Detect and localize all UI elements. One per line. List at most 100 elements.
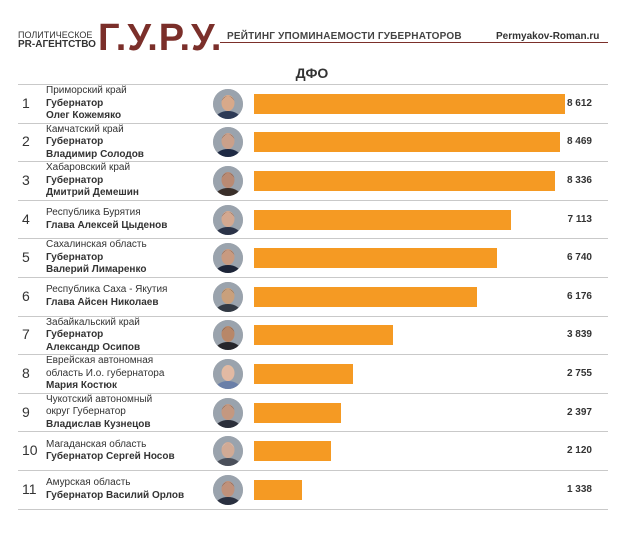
portrait-body xyxy=(215,110,241,119)
value-bar xyxy=(254,248,498,269)
governor-photo xyxy=(213,397,243,428)
region-name: Магаданская область xyxy=(46,438,147,450)
value-label: 2 397 xyxy=(566,406,592,418)
value-label: 2 120 xyxy=(566,445,592,457)
ranking-row: 3 Хабаровский край Губернатор Дмитрий Демеш… xyxy=(18,162,608,201)
guru-logo: Г.У.Р.У. xyxy=(98,17,223,59)
portrait-hair xyxy=(221,481,235,487)
portrait-body xyxy=(215,458,241,467)
governor-title-line: Губернатор xyxy=(46,329,104,341)
governor-title-line: Глава Айсен Николаев xyxy=(46,296,159,308)
region-name: Забайкальский край xyxy=(46,316,140,328)
value-bar xyxy=(254,402,341,423)
governor-title-line: Александр Осипов xyxy=(46,341,141,353)
region-name: Республика Бурятия xyxy=(46,207,141,219)
governor-info: Еврейская автономная область И.о. губерна… xyxy=(46,355,216,393)
ranking-row: 6 Республика Саха - Якутия Глава Айсен Ник… xyxy=(18,278,608,317)
value-label: 8 336 xyxy=(566,174,592,186)
governor-title-line: округ Губернатор xyxy=(46,406,126,418)
portrait-icon xyxy=(213,204,243,235)
rank-number: 4 xyxy=(22,210,30,227)
portrait-head xyxy=(221,403,235,420)
portrait-body xyxy=(215,342,241,351)
portrait-icon xyxy=(213,397,243,428)
ranking-row: 7 Забайкальский край Губернатор Александр О… xyxy=(18,317,608,356)
value-label: 7 113 xyxy=(567,213,592,225)
governor-photo xyxy=(213,243,243,274)
ranking-row: 1 Приморский край Губернатор Олег Кожемяко 8… xyxy=(18,85,608,124)
governor-title-line: область И.о. губернатора xyxy=(46,367,165,379)
value-bar xyxy=(254,441,331,462)
agency-label: ПОЛИТИЧЕСКОЕ PR-АГЕНТСТВО xyxy=(18,30,96,50)
portrait-hair xyxy=(221,250,235,256)
ranking-row: 9 Чукотский автономный округ Губернатор Вла… xyxy=(18,394,608,433)
value-bar xyxy=(254,132,560,153)
portrait-hair xyxy=(221,443,235,449)
ranking-row: 5 Сахалинская область Губернатор Валерий Ли… xyxy=(18,239,608,278)
site-link[interactable]: Permyakov-Roman.ru xyxy=(496,31,600,42)
governor-title-line: Дмитрий Демешин xyxy=(46,187,139,199)
region-name: Еврейская автономная xyxy=(46,355,154,367)
portrait-hair xyxy=(221,327,235,333)
portrait-icon xyxy=(213,88,243,119)
governor-photo xyxy=(213,88,243,119)
portrait-head xyxy=(221,133,235,150)
portrait-head xyxy=(221,287,235,304)
ranking-row: 2 Камчатский край Губернатор Владимир Солод… xyxy=(18,124,608,163)
region-name: Сахалинская область xyxy=(46,239,147,251)
rank-number: 6 xyxy=(22,287,30,304)
portrait-icon xyxy=(213,165,243,196)
rank-number: 11 xyxy=(22,480,37,497)
portrait-hair xyxy=(221,288,235,294)
portrait-hair xyxy=(221,134,235,140)
region-name: Чукотский автономный xyxy=(46,393,153,405)
governor-info: Чукотский автономный округ Губернатор Влад… xyxy=(46,394,216,432)
agency-line1: ПОЛИТИЧЕСКОЕ xyxy=(18,30,93,40)
portrait-hair xyxy=(221,95,235,101)
governor-photo xyxy=(213,127,243,158)
portrait-icon xyxy=(213,358,243,389)
portrait-hair xyxy=(221,211,235,217)
portrait-body xyxy=(215,226,241,235)
governor-info: Хабаровский край Губернатор Дмитрий Демеши… xyxy=(46,162,216,200)
portrait-head xyxy=(221,171,235,188)
region-name: Камчатский край xyxy=(46,123,124,135)
ranking-row: 4 Республика Бурятия Глава Алексей Цыденов… xyxy=(18,201,608,240)
governor-photo xyxy=(213,320,243,351)
table-top-divider xyxy=(18,84,608,85)
governor-title-line: Губернатор xyxy=(46,251,104,263)
value-bar xyxy=(254,325,393,346)
value-bar xyxy=(254,209,511,230)
value-bar xyxy=(254,479,303,500)
rank-number: 7 xyxy=(22,326,30,343)
portrait-icon xyxy=(213,436,243,467)
governor-info: Магаданская область Губернатор Сергей Нос… xyxy=(46,439,216,464)
agency-line2: PR-АГЕНТСТВО xyxy=(18,39,96,50)
region-name: Республика Саха - Якутия xyxy=(46,284,168,296)
region-name: Амурская область xyxy=(46,477,131,489)
rank-number: 3 xyxy=(22,171,30,188)
governor-photo xyxy=(213,358,243,389)
portrait-body xyxy=(215,149,241,158)
value-label: 8 469 xyxy=(566,136,592,148)
header: ПОЛИТИЧЕСКОЕ PR-АГЕНТСТВО Г.У.Р.У. РЕЙТИ… xyxy=(0,0,624,60)
rank-number: 1 xyxy=(22,94,30,111)
governor-title-line: Губернатор Сергей Носов xyxy=(46,451,175,463)
value-bar xyxy=(254,286,478,307)
governor-info: Республика Саха - Якутия Глава Айсен Нико… xyxy=(46,284,216,309)
governor-title-line: Олег Кожемяко xyxy=(46,110,122,122)
governor-title-line: Губернатор xyxy=(46,136,104,148)
rank-number: 9 xyxy=(22,403,30,420)
value-bar xyxy=(254,363,354,384)
portrait-head xyxy=(221,94,235,111)
portrait-icon xyxy=(213,127,243,158)
value-label: 3 839 xyxy=(566,329,592,341)
value-label: 2 755 xyxy=(566,367,592,379)
ranking-row: 8 Еврейская автономная область И.о. губерн… xyxy=(18,355,608,394)
portrait-head xyxy=(221,249,235,266)
portrait-icon xyxy=(213,243,243,274)
portrait-icon xyxy=(213,281,243,312)
portrait-icon xyxy=(213,474,243,505)
portrait-head xyxy=(221,326,235,343)
portrait-head xyxy=(221,442,235,459)
